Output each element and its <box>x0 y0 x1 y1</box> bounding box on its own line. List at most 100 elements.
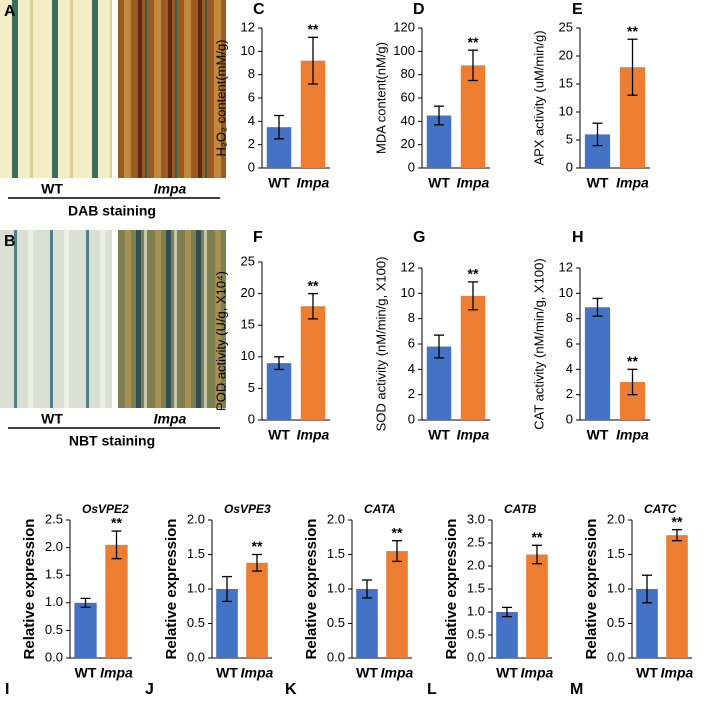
bar <box>105 544 128 658</box>
x-tick-label: Impa <box>457 427 490 443</box>
panel-letter: C <box>253 1 265 18</box>
significance: ** <box>468 34 479 50</box>
photo-caption: NBT staining <box>69 433 155 449</box>
bar <box>300 306 326 420</box>
x-tick-label: Impa <box>616 175 649 191</box>
x-tick-label: WT <box>636 665 658 681</box>
bar <box>426 346 452 420</box>
x-tick-label: WT <box>496 665 518 681</box>
panel-letter: I <box>5 681 9 698</box>
photo-b: B WT Impa NBT staining <box>0 230 226 449</box>
y-tick-label: 0.0 <box>327 649 345 664</box>
y-tick-label: 10 <box>559 103 573 118</box>
photo-a: A WT Impa DAB staining <box>0 0 226 219</box>
bar <box>496 612 518 658</box>
y-tick-label: 8 <box>566 310 573 325</box>
y-tick-label: 2 <box>408 386 415 401</box>
error-bar <box>252 553 262 572</box>
y-tick-label: 1.5 <box>327 546 345 561</box>
significance: ** <box>111 515 122 531</box>
y-tick-label: 8 <box>248 66 255 81</box>
y-tick-label: 0.5 <box>45 622 63 637</box>
bar <box>526 554 548 658</box>
gene-title: CATA <box>364 502 396 516</box>
x-tick-label: WT <box>356 665 378 681</box>
y-tick-label: 25 <box>559 19 573 34</box>
x-tick-label: WT <box>587 427 609 443</box>
photo-label: Impa <box>154 411 187 427</box>
bar <box>216 589 238 658</box>
y-tick-label: 0 <box>408 159 415 174</box>
y-tick-label: 1.0 <box>467 603 485 618</box>
y-tick-label: 2.0 <box>187 511 205 526</box>
y-tick-label: 8 <box>408 310 415 325</box>
bar <box>356 589 378 658</box>
y-tick-label: 6 <box>408 335 415 350</box>
x-tick-label: Impa <box>297 427 330 443</box>
y-tick-label: 4 <box>408 361 415 376</box>
error-bar <box>274 114 284 140</box>
significance: ** <box>392 524 403 540</box>
bar <box>460 65 486 168</box>
panel-letter: D <box>413 1 425 18</box>
error-bar <box>592 122 603 147</box>
bar <box>266 363 292 420</box>
photo-label: WT <box>41 181 63 197</box>
gene-title: OsVPE3 <box>224 502 271 516</box>
bar <box>246 562 268 658</box>
bar <box>666 535 688 658</box>
panel-letter: E <box>572 1 583 18</box>
y-tick-label: 1.0 <box>187 580 205 595</box>
panel-letter: M <box>570 681 583 698</box>
y-axis-label: SOD activity (nM/min/g, X100) <box>373 257 388 432</box>
error-bar <box>274 356 284 371</box>
photo-label: WT <box>41 411 63 427</box>
y-tick-label: 2.5 <box>45 511 63 526</box>
y-tick-label: 100 <box>393 43 415 58</box>
y-tick-label: 0.0 <box>187 649 205 664</box>
bar <box>386 551 408 658</box>
x-tick-label: Impa <box>297 175 330 191</box>
x-tick-label: Impa <box>457 175 490 191</box>
y-tick-label: 12 <box>241 19 255 34</box>
significance: ** <box>532 529 543 545</box>
y-tick-label: 20 <box>401 136 415 151</box>
error-bar <box>592 297 603 317</box>
y-axis-label: Relative expression <box>443 519 460 660</box>
y-tick-label: 12 <box>559 259 573 274</box>
y-axis-label: Relative expression <box>583 519 600 660</box>
error-bar <box>642 574 652 604</box>
panel-letter: F <box>253 229 263 246</box>
error-bar <box>308 36 318 85</box>
y-tick-label: 0 <box>248 411 255 426</box>
bar <box>460 295 486 420</box>
y-tick-label: 80 <box>401 66 415 81</box>
y-tick-label: 6 <box>566 335 573 350</box>
y-tick-label: 120 <box>393 19 415 34</box>
panel-letter: L <box>427 681 437 698</box>
y-axis-label: H₂O₂ content(mM/g) <box>213 39 228 156</box>
x-tick-label: WT <box>268 427 290 443</box>
y-tick-label: 20 <box>559 47 573 62</box>
y-axis-label: Relative expression <box>303 519 320 660</box>
y-tick-label: 3.0 <box>467 511 485 526</box>
error-bar <box>308 292 318 320</box>
photo-caption: DAB staining <box>68 203 156 219</box>
significance: ** <box>308 21 319 37</box>
y-tick-label: 0.0 <box>467 649 485 664</box>
y-tick-label: 0 <box>408 411 415 426</box>
error-bar <box>532 544 542 565</box>
y-tick-label: 25 <box>241 253 255 268</box>
error-bar <box>627 368 638 396</box>
significance: ** <box>468 266 479 282</box>
x-tick-label: Impa <box>661 665 694 681</box>
error-bar <box>468 49 478 82</box>
significance: ** <box>252 538 263 554</box>
y-tick-label: 2 <box>566 386 573 401</box>
panel-letter: H <box>572 229 584 246</box>
y-tick-label: 10 <box>241 43 255 58</box>
panel-letter: G <box>413 229 425 246</box>
y-axis-label: APX activity (uM/min/g) <box>531 30 546 165</box>
y-tick-label: 1.0 <box>45 594 63 609</box>
